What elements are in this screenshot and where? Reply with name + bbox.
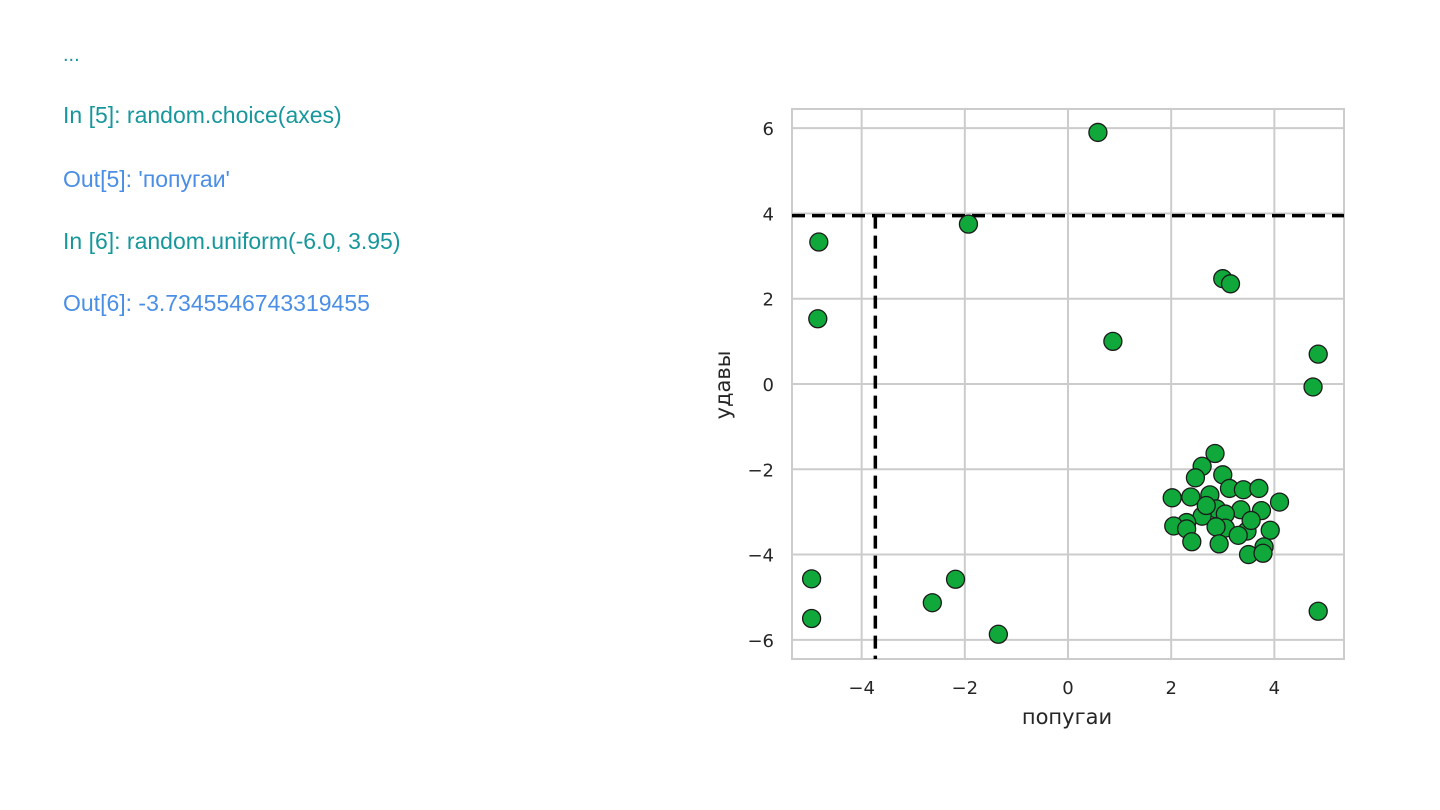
scatter-point	[1162, 488, 1182, 508]
x-tick-label: 4	[1269, 678, 1280, 699]
y-tick-labels: −6 −4 −2 0 2 4 6	[747, 119, 774, 652]
scatter-point	[922, 593, 942, 613]
console-output-line: Out[6]: -3.7345546743319455	[63, 290, 370, 316]
x-tick-label: −4	[848, 678, 875, 699]
console-input-line: In [5]: random.choice(axes)	[63, 102, 342, 128]
scatter-point	[1308, 344, 1328, 364]
scatter-point	[988, 624, 1009, 644]
data-points	[801, 122, 1328, 644]
y-tick-label: −2	[747, 460, 774, 481]
scatter-point	[1269, 492, 1290, 512]
scatter-point	[1249, 478, 1269, 499]
console-ellipsis: ...	[63, 44, 80, 66]
scatter-point	[1196, 495, 1216, 516]
y-tick-label: −6	[747, 631, 774, 652]
scatter-point	[1228, 525, 1248, 546]
scatter-point	[1205, 443, 1225, 464]
scatter-point	[1220, 274, 1241, 294]
scatter-point	[1241, 510, 1261, 531]
console-output-line: Out[5]: 'попугаи'	[63, 166, 230, 192]
scatter-point	[958, 214, 979, 234]
y-tick-label: 6	[763, 119, 774, 140]
scatter-point	[945, 569, 966, 589]
x-tick-label: 0	[1062, 678, 1073, 699]
scatter-point	[1308, 601, 1328, 621]
scatter-point	[1182, 532, 1202, 552]
x-tick-label: 2	[1165, 678, 1176, 699]
scatter-point	[1253, 543, 1273, 563]
x-tick-label: −2	[952, 678, 979, 699]
y-tick-label: −4	[747, 546, 774, 567]
grid-lines	[792, 109, 1344, 659]
scatter-point	[1181, 487, 1201, 507]
scatter-point	[1209, 534, 1229, 554]
y-tick-label: 2	[763, 290, 774, 311]
x-axis-label: попугаи	[1022, 705, 1112, 729]
x-tick-labels: −4 −2 0 2 4	[848, 678, 1280, 699]
y-tick-label: 0	[763, 375, 774, 396]
y-axis-label: удавы	[711, 351, 735, 420]
scatter-point	[809, 232, 829, 252]
scatter-point	[1303, 377, 1323, 397]
scatter-point	[801, 608, 822, 629]
scatter-point	[1185, 468, 1206, 488]
scatter-point	[1088, 122, 1108, 143]
reference-lines	[792, 213, 1344, 659]
scatter-point	[1260, 520, 1280, 540]
scatter-point	[1103, 331, 1123, 352]
scatter-point	[808, 309, 828, 329]
scatter-point	[801, 569, 822, 589]
y-tick-label: 4	[763, 204, 774, 225]
console-input-line: In [6]: random.uniform(-6.0, 3.95)	[63, 228, 401, 254]
scatter-point	[1206, 517, 1226, 537]
plot-frame	[791, 108, 1345, 660]
